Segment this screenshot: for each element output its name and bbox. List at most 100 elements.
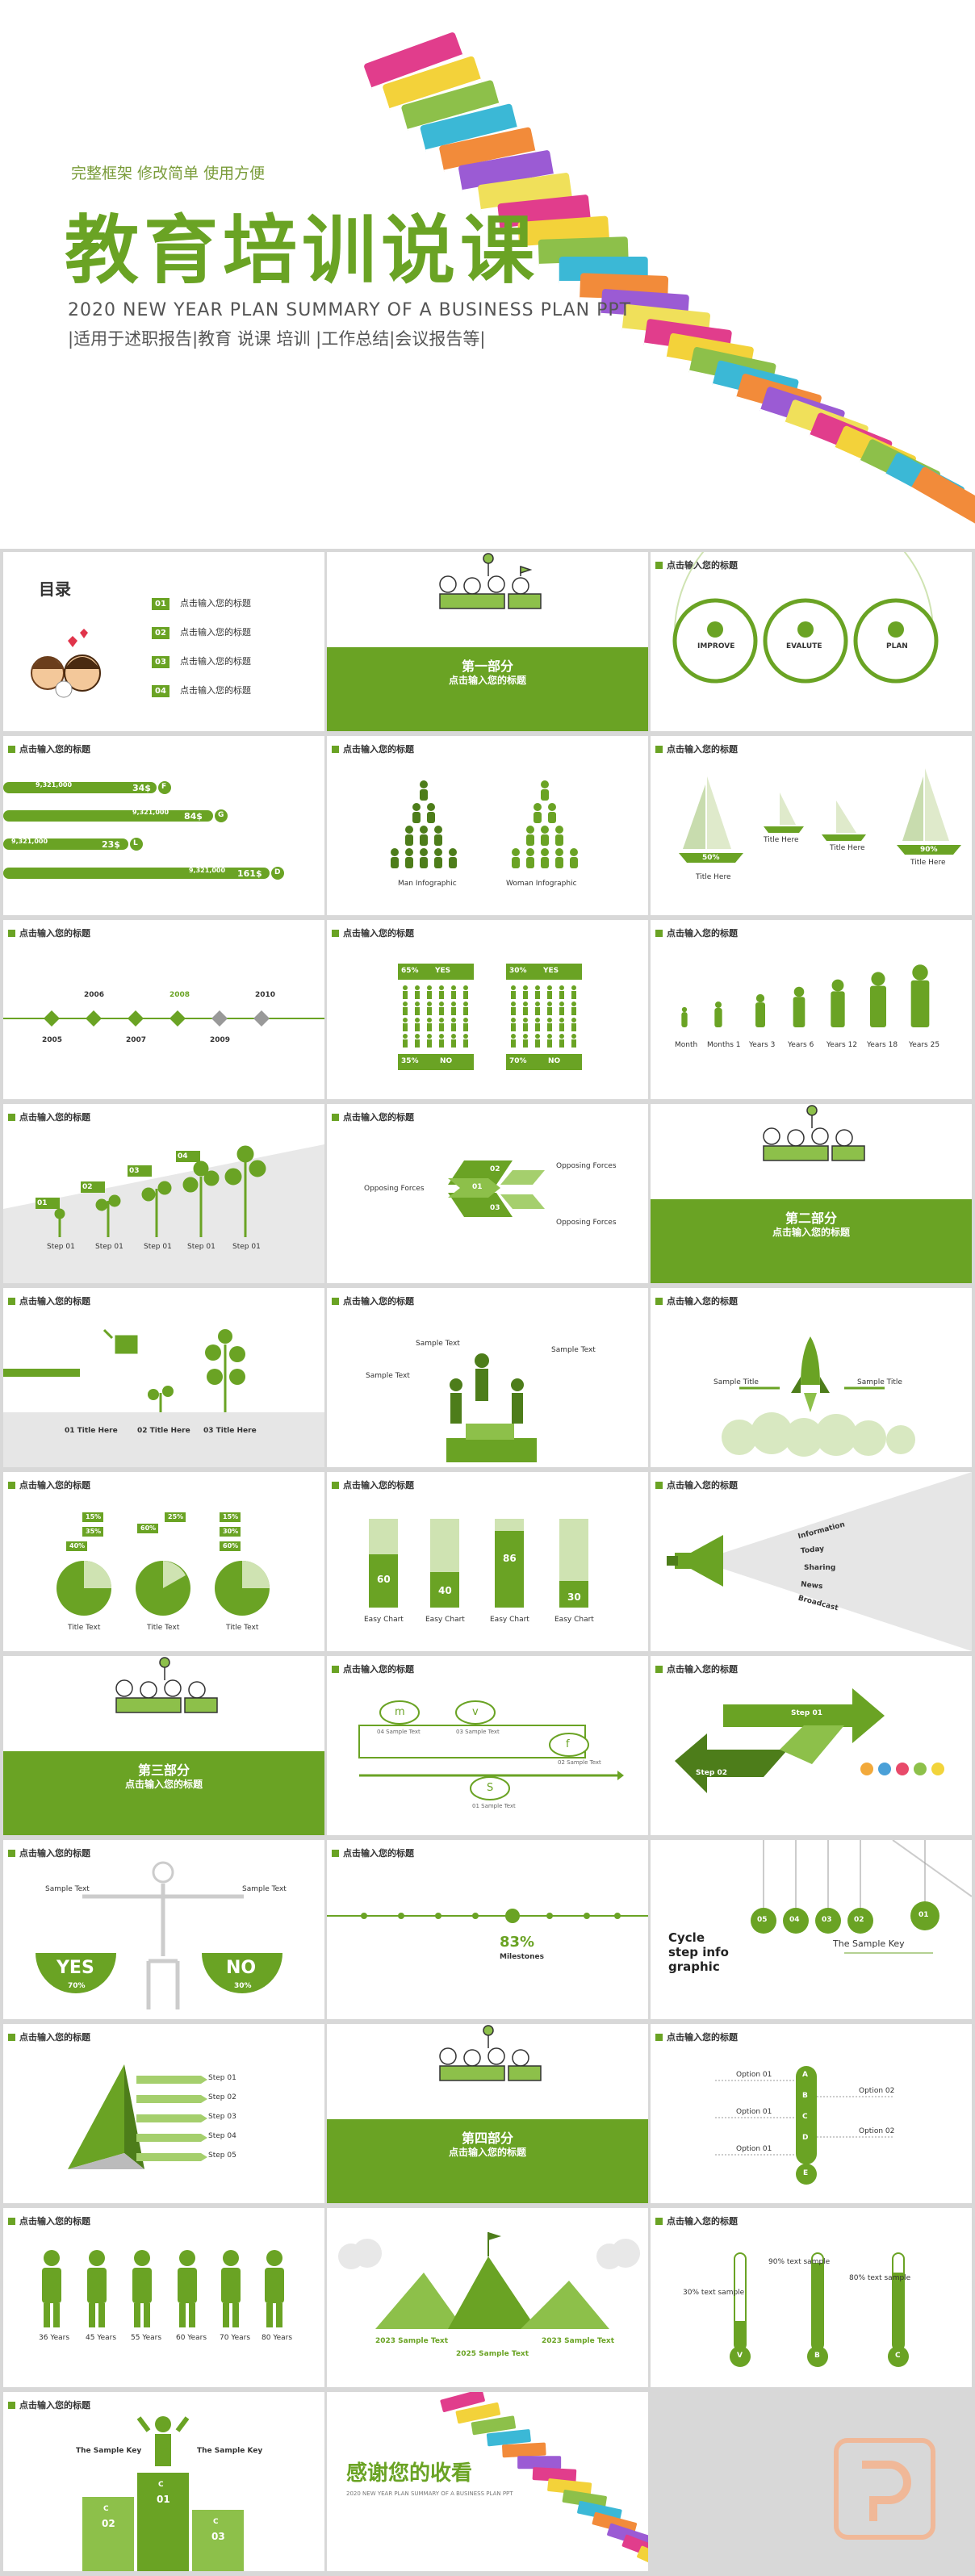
mountain-label: 2023 Sample Text (542, 2337, 615, 2345)
arrow-left-label: Opposing Forces (364, 1185, 425, 1193)
sail-title: Title Here (830, 844, 865, 852)
growth-figures (681, 964, 930, 1027)
podium-text: Sample Text (366, 1372, 410, 1380)
trees-graphic (3, 1144, 324, 1283)
bar-amount: 161$ (237, 868, 262, 879)
pct-value: 35% (401, 1057, 419, 1065)
podium-num: 03 (211, 2531, 225, 2542)
column-label: Easy Chart (554, 1616, 594, 1624)
column-label: Easy Chart (490, 1616, 529, 1624)
cycle-node: f (566, 1738, 570, 1750)
pyramid-step: Step 05 (208, 2152, 236, 2160)
pie-pct: 30% (223, 1528, 239, 1535)
slide-header: 点击输入您的标题 (332, 1478, 414, 1491)
toc-item[interactable]: 03 点击输入您的标题 (152, 652, 251, 681)
books-mini-illustration (440, 2392, 648, 2571)
pie-pct: 15% (223, 1513, 239, 1520)
slide-header: 点击输入您的标题 (332, 742, 414, 755)
watering-graphic (3, 1328, 324, 1467)
pyramid-step: Step 02 (208, 2093, 236, 2101)
big-arrows-slide: 点击输入您的标题 Step 01 Step 02 (651, 1656, 972, 1835)
arrow-step: Step 02 (696, 1769, 727, 1777)
section-band (3, 1751, 324, 1835)
slide-header: 点击输入您的标题 (8, 926, 90, 939)
scale-graphic (36, 1861, 282, 2009)
podium-key-slide: 点击输入您的标题 The Sample Key The Sample Key C… (3, 2392, 324, 2571)
bars-graphic (3, 781, 284, 880)
bar-amount: 84$ (184, 811, 203, 822)
tree-tag: 01 (37, 1199, 48, 1207)
pie-pct: 60% (140, 1524, 157, 1532)
tree-tag: 03 (129, 1167, 140, 1175)
sail-title: Title Here (910, 859, 946, 867)
thermo-label: 80% text sample (849, 2274, 911, 2282)
timeline-year: 2005 (42, 1036, 63, 1044)
section-band (327, 647, 648, 731)
section-title: 第二部分 (785, 1211, 837, 1226)
column-value: 86 (503, 1553, 517, 1564)
pyramid-graphic (68, 2064, 207, 2169)
cover-subtitle-en: 2020 NEW YEAR PLAN SUMMARY OF A BUSINESS… (68, 300, 632, 320)
cycle-num: 04 (789, 1916, 800, 1924)
section-subtitle: 点击输入您的标题 (448, 675, 526, 686)
toc-slide: 目录 01 点击输入您的标题 02 点击输入您的标题 03 点击输入您的标题 0… (3, 552, 324, 731)
toc-list: 01 点击输入您的标题 02 点击输入您的标题 03 点击输入您的标题 04 点… (152, 594, 251, 710)
slide-header: 点击输入您的标题 (332, 1110, 414, 1123)
process-line-slide: 点击输入您的标题 83% Milestones (327, 1840, 648, 2019)
abcde-graphic (715, 2066, 893, 2185)
bar-letter: F (161, 783, 167, 791)
slide-header: 点击输入您的标题 (8, 2214, 90, 2227)
podium-letter: C (103, 2505, 109, 2513)
podium-figures (446, 1353, 537, 1462)
slide-header: 点击输入您的标题 (655, 1478, 738, 1491)
toc-item[interactable]: 02 点击输入您的标题 (152, 623, 251, 652)
pct-value: 65% (401, 967, 419, 975)
bar-letter: D (274, 868, 281, 876)
kids-illustration (31, 629, 101, 698)
toc-item[interactable]: 04 点击输入您的标题 (152, 681, 251, 710)
podium-key: The Sample Key (76, 2447, 142, 2455)
slide-header: 点击输入您的标题 (8, 1294, 90, 1307)
growth-label: Years 12 (826, 1041, 858, 1049)
pct-value: 70% (509, 1057, 527, 1065)
logo-watermark (834, 2438, 935, 2540)
podium-people-slide: 点击输入您的标题 Sample Text Sample Text Sample … (327, 1288, 648, 1467)
pyramid-step: Step 04 (208, 2132, 236, 2140)
section-title: 第三部分 (137, 1763, 190, 1778)
abc-option: Option 01 (736, 2145, 772, 2153)
cover-subtitle-cn: |适用于述职报告|教育 说课 培训 |工作总结|会议报告等| (68, 329, 486, 349)
pie-pct: 15% (86, 1513, 102, 1520)
podium-letter: C (213, 2518, 219, 2526)
age-label: 45 Years (86, 2334, 117, 2342)
timeline-graphic (3, 1010, 324, 1027)
podium-letter: C (158, 2481, 164, 2489)
toc-item[interactable]: 01 点击输入您的标题 (152, 594, 251, 623)
slide-header: 点击输入您的标题 (655, 2030, 738, 2043)
watering-label: 03 Title Here (203, 1427, 257, 1435)
slide-header: 点击输入您的标题 (8, 742, 90, 755)
cycle-num: 05 (757, 1916, 768, 1924)
cycle-node: S (487, 1782, 494, 1794)
circle-label: PLAN (886, 642, 908, 650)
arrow-num: 03 (490, 1204, 500, 1212)
watering-slide: 点击输入您的标题 01 Title Here 02 Title Here 03 … (3, 1288, 324, 1467)
bar-value: 9,321,000 (11, 838, 48, 845)
circle-label: EVALUTE (786, 642, 822, 650)
abc-letter: B (802, 2092, 808, 2100)
column-value: 30 (567, 1591, 581, 1603)
books-illustration (364, 32, 975, 531)
process-pct: 83% (500, 1934, 535, 1951)
pies-graphic (56, 1512, 270, 1616)
cycle-num: 03 (822, 1916, 832, 1924)
arrow-num: 02 (490, 1165, 500, 1173)
section-four-slide: 第四部分 点击输入您的标题 (327, 2024, 648, 2203)
cycle-label: 01 Sample Text (472, 1803, 516, 1809)
watering-label: 01 Title Here (65, 1427, 118, 1435)
arrow-right-label: Opposing Forces (556, 1162, 617, 1170)
cycle-step-graphic (751, 1840, 972, 1954)
section-one-slide: 第一部分 点击输入您的标题 (327, 552, 648, 731)
podium-num: 01 (157, 2494, 170, 2505)
tree-tag: 04 (178, 1152, 188, 1160)
empty-cell (651, 2392, 972, 2571)
timeline-year: 2008 (169, 991, 190, 999)
